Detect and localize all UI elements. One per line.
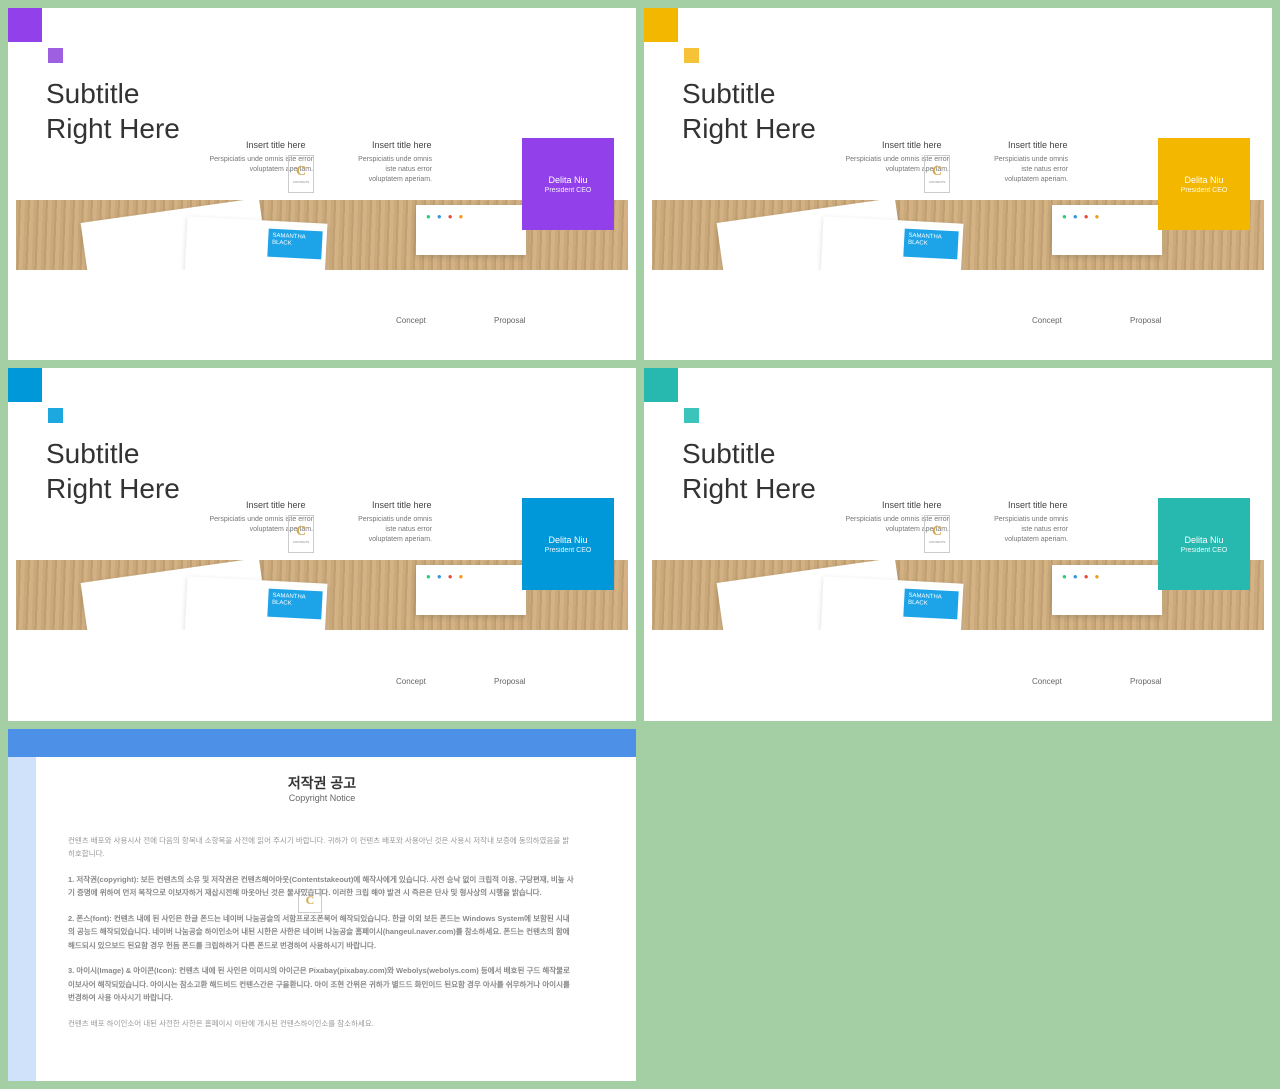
logo-box: C CONTENTS xyxy=(924,515,950,553)
accent-small xyxy=(684,48,699,63)
accent-large xyxy=(644,368,678,402)
slide-1: Subtitle Right Here Insert title here In… xyxy=(8,8,636,360)
column-desc-2: Perspiciatis unde omnis iste natus error… xyxy=(357,515,432,544)
column-title-2: Insert title here xyxy=(1008,500,1068,510)
accent-card: Delita Niu President CEO xyxy=(1158,138,1250,230)
accent-small xyxy=(48,408,63,423)
column-desc-2: Perspiciatis unde omnis iste natus error… xyxy=(357,155,432,184)
slide-subtitle: Subtitle Right Here xyxy=(46,436,180,506)
copyright-subtitle: Copyright Notice xyxy=(289,793,356,803)
samantha-card: SAMANTHA BLACK xyxy=(267,229,322,260)
accent-card: Delita Niu President CEO xyxy=(522,498,614,590)
column-title-2: Insert title here xyxy=(1008,140,1068,150)
slide-3: Subtitle Right Here Insert title here In… xyxy=(8,368,636,720)
slide-4: Subtitle Right Here Insert title here In… xyxy=(644,368,1272,720)
samantha-card: SAMANTHA BLACK xyxy=(903,229,958,260)
copyright-title: 저작권 공고 xyxy=(288,773,356,793)
icon-dots: ●●●● xyxy=(426,572,469,581)
column-title-2: Insert title here xyxy=(372,500,432,510)
label-concept: Concept xyxy=(396,677,426,686)
label-concept: Concept xyxy=(396,316,426,325)
slide-subtitle: Subtitle Right Here xyxy=(682,436,816,506)
accent-card: Delita Niu President CEO xyxy=(1158,498,1250,590)
accent-small xyxy=(48,48,63,63)
slide-5: 저작권 공고 Copyright Notice C 컨텐츠 배포와 사용시사 전… xyxy=(8,729,636,1081)
logo-box: C CONTENTS xyxy=(288,515,314,553)
column-desc-2: Perspiciatis unde omnis iste natus error… xyxy=(993,155,1068,184)
label-proposal: Proposal xyxy=(494,677,526,686)
column-title-1: Insert title here xyxy=(882,500,942,510)
column-title-1: Insert title here xyxy=(882,140,942,150)
logo-box: C CONTENTS xyxy=(288,155,314,193)
label-proposal: Proposal xyxy=(494,316,526,325)
accent-large xyxy=(8,368,42,402)
column-title-1: Insert title here xyxy=(246,140,306,150)
accent-card: Delita Niu President CEO xyxy=(522,138,614,230)
side-band xyxy=(8,757,36,1081)
icon-dots: ●●●● xyxy=(426,212,469,221)
label-proposal: Proposal xyxy=(1130,316,1162,325)
icon-dots: ●●●● xyxy=(1062,212,1105,221)
label-proposal: Proposal xyxy=(1130,677,1162,686)
accent-small xyxy=(684,408,699,423)
column-title-2: Insert title here xyxy=(372,140,432,150)
label-concept: Concept xyxy=(1032,677,1062,686)
top-band xyxy=(8,729,636,757)
accent-large xyxy=(8,8,42,42)
slide-2: Subtitle Right Here Insert title here In… xyxy=(644,8,1272,360)
column-desc-2: Perspiciatis unde omnis iste natus error… xyxy=(993,515,1068,544)
empty-cell xyxy=(644,729,1272,1081)
slide-subtitle: Subtitle Right Here xyxy=(46,76,180,146)
samantha-card: SAMANTHA BLACK xyxy=(903,589,958,620)
logo-box: C CONTENTS xyxy=(924,155,950,193)
copyright-body: 컨텐츠 배포와 사용시사 전에 다음의 항목내 소항목을 사전에 읽어 주시기 … xyxy=(68,834,576,1043)
samantha-card: SAMANTHA BLACK xyxy=(267,589,322,620)
slide-subtitle: Subtitle Right Here xyxy=(682,76,816,146)
accent-large xyxy=(644,8,678,42)
label-concept: Concept xyxy=(1032,316,1062,325)
icon-dots: ●●●● xyxy=(1062,572,1105,581)
column-title-1: Insert title here xyxy=(246,500,306,510)
